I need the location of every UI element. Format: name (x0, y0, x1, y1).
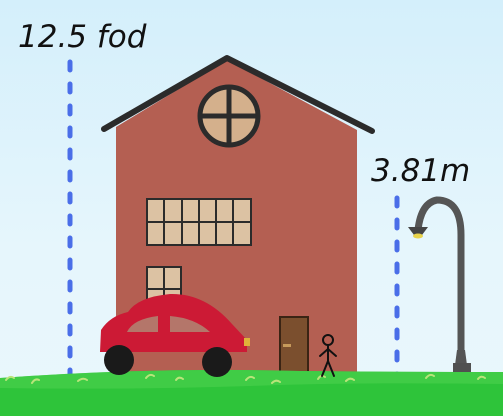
grid-window (146, 198, 252, 246)
round-attic-window (197, 84, 261, 148)
grass-ground (0, 369, 503, 416)
lamp-height-label: 3.81m (371, 153, 471, 189)
house-roof-outline (101, 55, 375, 134)
street-lamp-icon (408, 196, 471, 377)
front-door (279, 316, 309, 378)
stick-figure-icon (319, 334, 337, 377)
car-icon (100, 293, 250, 377)
house-height-label: 12.5 fod (18, 19, 147, 55)
